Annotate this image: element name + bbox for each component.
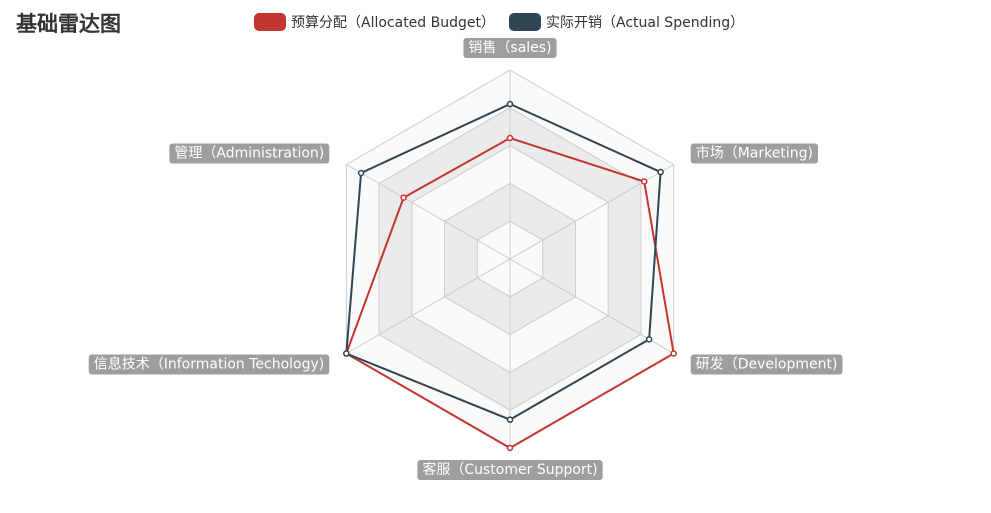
- axis-label-text-3: 客服（Customer Support): [422, 461, 597, 478]
- radar-axis-line-5: [346, 164, 511, 260]
- legend-item-allocated-budget[interactable]: 预算分配（Allocated Budget）: [254, 12, 495, 32]
- legend-label-actual-spending: 实际开销（Actual Spending）: [546, 15, 745, 31]
- radar-point-0-3: [506, 444, 514, 452]
- axis-label-1: 市场（Marketing): [690, 143, 818, 164]
- axis-label-bg-2: [690, 354, 843, 375]
- axis-label-text-2: 研发（Development): [696, 357, 838, 373]
- radar-point-0-5: [400, 194, 407, 201]
- axis-label-2: 研发（Development): [690, 354, 843, 375]
- legend-swatch-allocated-budget: [254, 13, 286, 31]
- axis-label-bg-3: [417, 460, 603, 480]
- axis-label-text-1: 市场（Marketing): [696, 145, 813, 162]
- axis-label-0: 销售（sales): [463, 38, 557, 58]
- axis-label-bg-0: [463, 38, 557, 58]
- legend-item-actual-spending[interactable]: 实际开销（Actual Spending）: [509, 12, 744, 32]
- axis-label-bg-5: [169, 143, 330, 164]
- legend-label-allocated-budget: 预算分配（Allocated Budget）: [291, 15, 495, 31]
- axis-label-text-4: 信息技术（Information Techology): [94, 356, 325, 373]
- axis-label-bg-1: [690, 143, 818, 164]
- axis-label-4: 信息技术（Information Techology): [88, 354, 330, 375]
- radar-point-1-3: [506, 416, 514, 423]
- legend-swatch-actual-spending: [509, 13, 541, 31]
- radar-series: [343, 100, 677, 452]
- radar-axis-line-4: [346, 258, 511, 354]
- chart-title: 基础雷达图: [16, 12, 121, 36]
- radar-point-1-4: [343, 350, 350, 357]
- axis-label-5: 管理（Administration): [169, 143, 330, 164]
- axis-label-text-5: 管理（Administration): [174, 146, 324, 162]
- radar-point-0-2: [670, 350, 677, 357]
- radar-point-1-2: [645, 336, 653, 343]
- radar-point-1-1: [657, 168, 664, 176]
- radar-point-1-5: [357, 169, 365, 177]
- radar-point-0-0: [506, 134, 514, 142]
- radar-axis-labels: 销售（sales) 市场（Marketing) 研发（Development) 客服（…: [88, 38, 843, 480]
- axis-label-text-0: 销售（sales): [468, 40, 551, 56]
- radar-point-0-1: [640, 178, 648, 185]
- radar-point-1-0: [506, 100, 514, 108]
- axis-label-3: 客服（Customer Support): [417, 460, 603, 480]
- axis-label-bg-4: [88, 354, 330, 375]
- legend: 预算分配（Allocated Budget） 实际开销（Actual Spend…: [254, 11, 758, 33]
